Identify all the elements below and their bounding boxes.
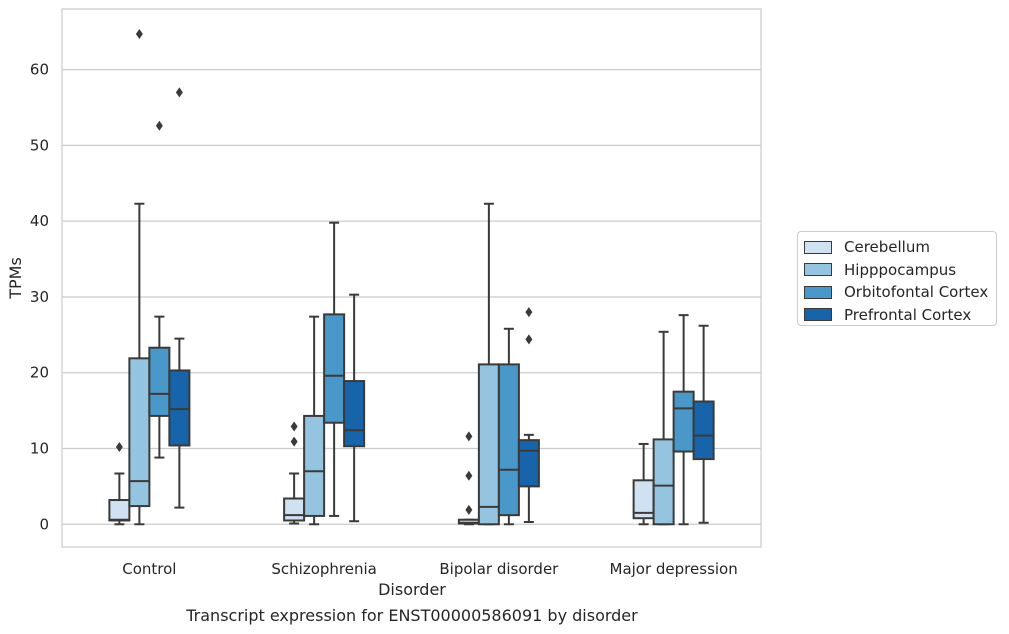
outlier-point: [465, 470, 473, 481]
box-body: [652, 438, 675, 526]
box-2-0: [457, 431, 480, 526]
box-3-2: [672, 314, 695, 526]
box-0-1: [128, 29, 151, 526]
box-1-0: [283, 421, 306, 525]
box-body: [128, 357, 151, 508]
box-body: [148, 346, 171, 417]
legend-item-orbitofrontal: Orbitofontal Cortex: [798, 281, 996, 304]
box-body: [323, 313, 346, 424]
box-body: [517, 439, 540, 488]
outlier-point: [115, 441, 123, 452]
y-tick-label: 40: [30, 212, 49, 230]
box-body: [497, 363, 520, 517]
y-tick-label: 10: [30, 439, 49, 457]
legend-item-hippocampus: Hipppocampus: [798, 259, 996, 282]
outlier-point: [465, 431, 473, 442]
box-body: [283, 497, 306, 522]
box-3-1: [652, 330, 675, 526]
x-tick-label: Bipolar disorder: [439, 560, 559, 578]
box-1-1: [303, 315, 326, 526]
x-axis-label: Disorder: [378, 580, 446, 599]
outlier-point: [290, 421, 298, 432]
y-tick-label: 0: [39, 515, 49, 533]
y-tick-label: 30: [30, 288, 49, 306]
y-tick-label: 50: [30, 136, 49, 154]
legend-swatch-prefrontal: [804, 308, 832, 322]
figure-caption: Transcript expression for ENST0000058609…: [186, 606, 638, 625]
boxes: [108, 29, 715, 526]
y-axis-label: TPMs: [6, 257, 25, 300]
y-tick-label: 60: [30, 61, 49, 79]
x-tick-label: Control: [122, 560, 176, 578]
box-1-2: [323, 221, 346, 517]
legend-item-cerebellum: Cerebellum: [798, 236, 996, 259]
box-body: [303, 414, 326, 517]
legend-item-prefrontal: Prefrontal Cortex: [798, 304, 996, 327]
box-body: [477, 363, 500, 526]
plot-frame: [61, 8, 762, 548]
x-tick-label: Schizophrenia: [271, 560, 376, 578]
legend-swatch-cerebellum: [804, 240, 832, 254]
box-1-3: [343, 293, 366, 523]
box-body: [692, 400, 715, 461]
legend-swatch-orbitofrontal: [804, 285, 832, 299]
y-tick-labels: 0 10 20 30 40 50 60: [30, 61, 49, 534]
outlier-point: [155, 120, 163, 131]
legend-swatch-hippocampus: [804, 263, 832, 277]
box-body: [343, 380, 366, 448]
outlier-point: [525, 307, 533, 318]
box-0-2: [148, 120, 171, 459]
legend-label: Orbitofontal Cortex: [844, 283, 989, 302]
box-body: [108, 499, 131, 522]
legend-label: Hipppocampus: [844, 260, 957, 279]
box-body: [672, 390, 695, 453]
box-3-0: [632, 442, 655, 526]
box-body: [168, 369, 191, 447]
legend: Cerebellum Hipppocampus Orbitofontal Cor…: [797, 231, 997, 326]
outlier-point: [135, 29, 143, 40]
box-2-2: [497, 327, 520, 526]
outlier-point: [290, 436, 298, 447]
box-2-1: [477, 202, 500, 526]
legend-label: Prefrontal Cortex: [844, 305, 972, 324]
y-tick-label: 20: [30, 364, 49, 382]
outlier-point: [525, 334, 533, 345]
outlier-point: [175, 87, 183, 98]
legend-label: Cerebellum: [844, 238, 930, 257]
outlier-point: [465, 504, 473, 515]
box-0-3: [168, 87, 191, 509]
x-tick-labels: Control Schizophrenia Bipolar disorder Majo…: [122, 560, 737, 578]
box-3-3: [692, 324, 715, 524]
x-tick-label: Major depression: [610, 560, 738, 578]
box-0-0: [108, 441, 131, 526]
box-2-3: [517, 307, 540, 523]
